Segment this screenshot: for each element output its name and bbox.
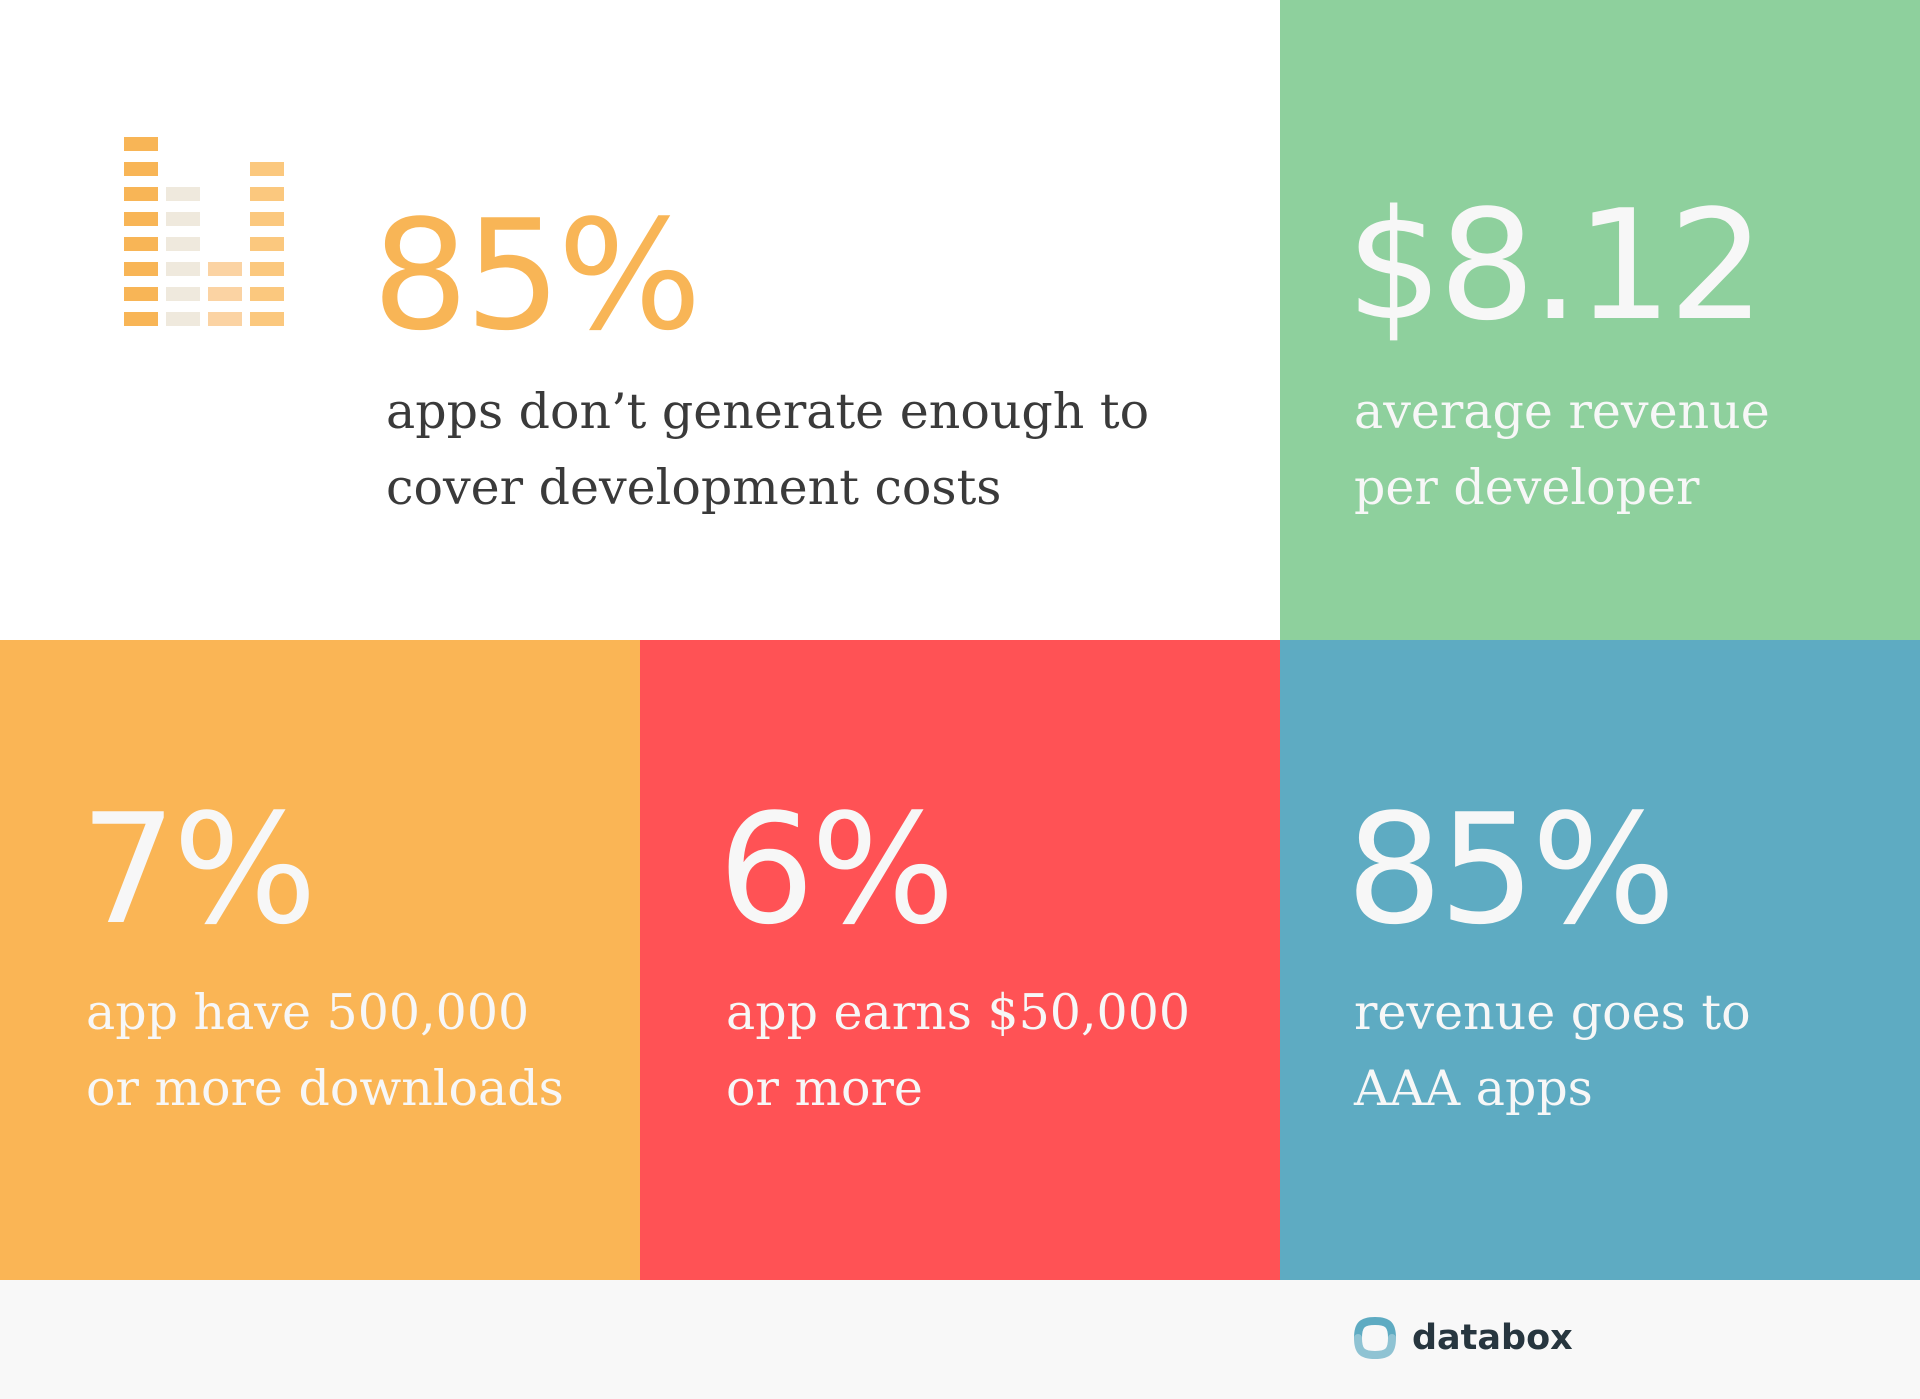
meter-segment <box>124 187 158 201</box>
meter-segment <box>250 287 284 301</box>
databox-brand: databox <box>1352 1313 1573 1363</box>
meter-segment <box>124 212 158 226</box>
stat-value: $8.12 <box>1346 177 1765 354</box>
meter-segment <box>250 212 284 226</box>
meter-segment <box>124 262 158 276</box>
meter-segment <box>124 312 158 326</box>
footer <box>0 1280 1920 1399</box>
stat-tile-downloads: 7% app have 500,000 or more downloads <box>0 640 640 1280</box>
stat-caption-line-2: or more downloads <box>86 1060 564 1117</box>
stat-caption-line-2: or more <box>726 1060 923 1117</box>
stat-caption-line-1: average revenue <box>1354 383 1770 440</box>
meter-segment <box>124 162 158 176</box>
stat-caption-line-1: apps don’t generate enough to <box>386 383 1150 440</box>
stat-tile-apps-not-profitable: 85% apps don’t generate enough to cover … <box>0 0 1280 640</box>
meter-segment <box>166 312 200 326</box>
databox-logo-icon <box>1354 1316 1396 1360</box>
meter-segment <box>250 262 284 276</box>
meter-segment <box>208 312 242 326</box>
meter-segment <box>124 237 158 251</box>
meter-segment <box>250 312 284 326</box>
stat-caption-line-1: app earns $50,000 <box>726 984 1191 1041</box>
meter-segment <box>208 287 242 301</box>
meter-segment <box>250 237 284 251</box>
stat-caption-line-2: per developer <box>1354 459 1700 516</box>
bar-level-meter-icon <box>124 137 284 326</box>
stat-caption-line-2: AAA apps <box>1354 1060 1593 1117</box>
meter-segment <box>166 212 200 226</box>
stat-caption-line-1: revenue goes to <box>1354 984 1751 1041</box>
meter-segment <box>166 262 200 276</box>
meter-segment <box>166 237 200 251</box>
stat-value: 85% <box>1346 781 1676 958</box>
stat-value: 85% <box>372 187 702 364</box>
meter-segment <box>124 287 158 301</box>
meter-segment <box>250 162 284 176</box>
meter-segment <box>166 187 200 201</box>
stat-value: 7% <box>80 781 317 958</box>
meter-segment <box>208 262 242 276</box>
stat-value: 6% <box>718 781 955 958</box>
stat-caption-line-1: app have 500,000 <box>86 984 530 1041</box>
meter-segment <box>124 137 158 151</box>
stat-tile-earnings: 6% app earns $50,000 or more <box>640 640 1280 1280</box>
stat-tile-average-revenue: $8.12 average revenue per developer <box>1280 0 1920 640</box>
stat-tile-aaa-revenue: 85% revenue goes to AAA apps <box>1280 640 1920 1280</box>
brand-name: databox <box>1412 1318 1573 1358</box>
meter-segment <box>250 187 284 201</box>
stat-caption-line-2: cover development costs <box>386 459 1002 516</box>
meter-segment <box>166 287 200 301</box>
